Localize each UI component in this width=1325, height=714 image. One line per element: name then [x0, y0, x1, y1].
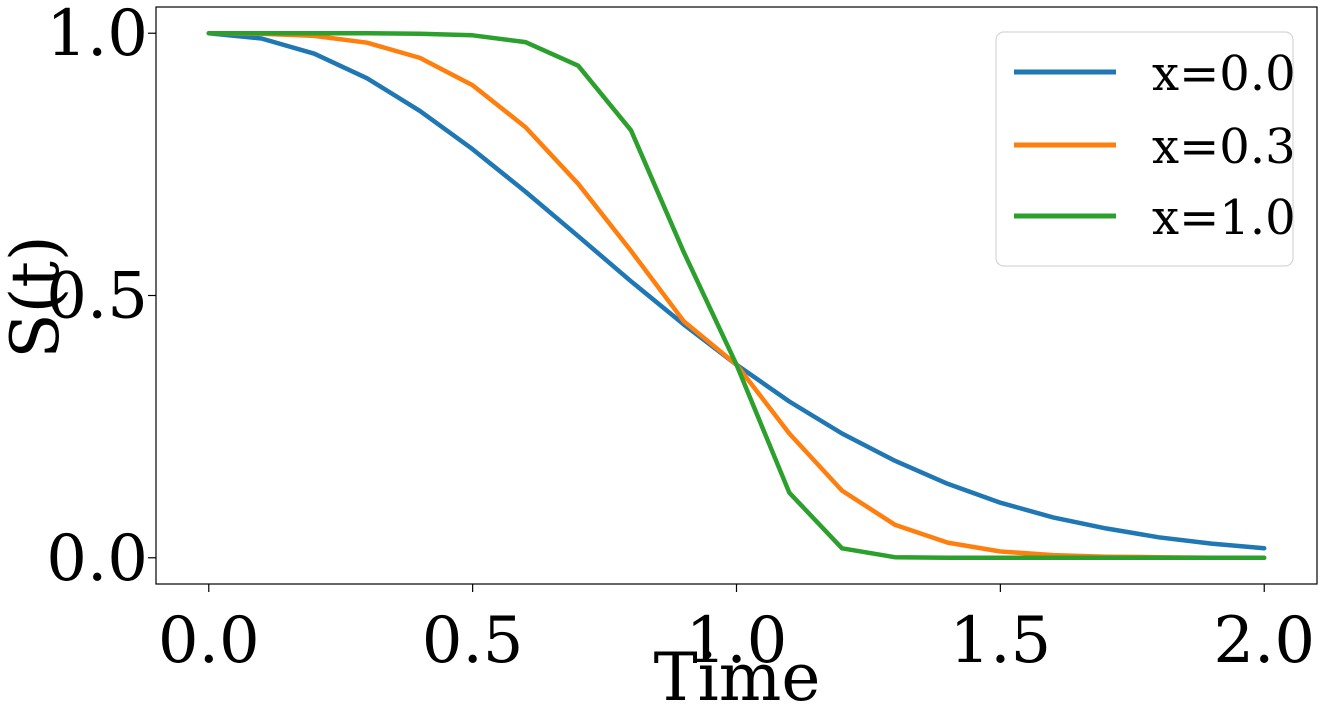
x-tick-label: 1.5	[949, 604, 1051, 678]
series-line-2	[206, 30, 1267, 561]
x-tick-label: 1.0	[686, 604, 788, 678]
y-tick-label: 0.0	[46, 522, 148, 596]
y-tick-label: 0.5	[46, 260, 148, 334]
legend-label-x1: x=1.0	[1152, 190, 1296, 246]
plot-lines	[206, 30, 1267, 561]
legend-label-x0: x=0.0	[1152, 46, 1296, 102]
axis-ticks: 0.0 0.5 1.0 1.5 2.0 0.0 0.5 1.0	[46, 0, 1315, 678]
x-tick-label: 2.0	[1213, 604, 1315, 678]
legend-frame	[995, 31, 1294, 267]
legend-label-x03: x=0.3	[1152, 119, 1296, 175]
x-tick-label: 0.0	[158, 604, 260, 678]
y-tick-label: 1.0	[46, 0, 148, 71]
y-axis-label: S(t)	[0, 235, 74, 358]
legend: x=0.0 x=0.3 x=1.0	[995, 31, 1296, 267]
x-axis-label: Time	[654, 639, 821, 714]
x-tick-label: 0.5	[422, 604, 524, 678]
